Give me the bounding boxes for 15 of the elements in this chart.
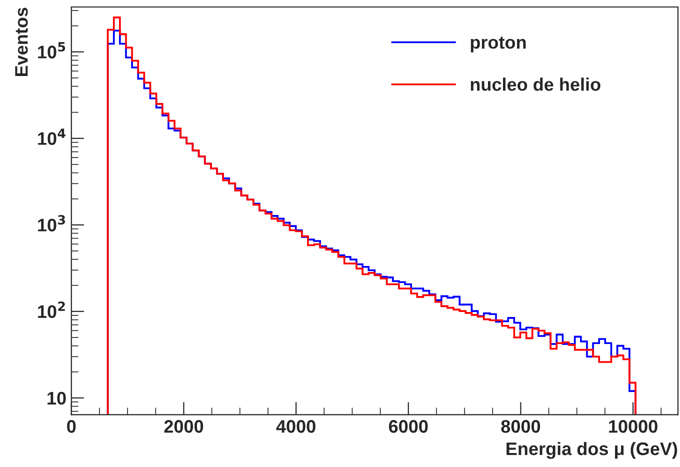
x-tick-label: 8000	[501, 420, 540, 433]
y-tick-label: 10$^{2}$	[38, 302, 65, 318]
x-axis-title: Energia dos μ (GeV)	[506, 442, 678, 459]
x-tick-label: 6000	[388, 420, 428, 433]
legend-label: proton	[470, 36, 526, 52]
y-axis-title: Eventos	[15, 8, 28, 76]
y-tick-label: 10$^{5}$	[38, 42, 66, 58]
x-tick-label: 2000	[164, 420, 204, 433]
y-tick-label: 10$^{4}$	[38, 128, 66, 145]
legend-label: nucleo de helio	[470, 78, 600, 91]
x-tick-label: 10000	[609, 420, 658, 433]
y-tick-label: 10	[48, 392, 66, 405]
x-tick-label: 0	[67, 420, 76, 433]
y-tick-label: 10$^{3}$	[38, 215, 65, 232]
x-tick-label: 4000	[276, 420, 316, 433]
